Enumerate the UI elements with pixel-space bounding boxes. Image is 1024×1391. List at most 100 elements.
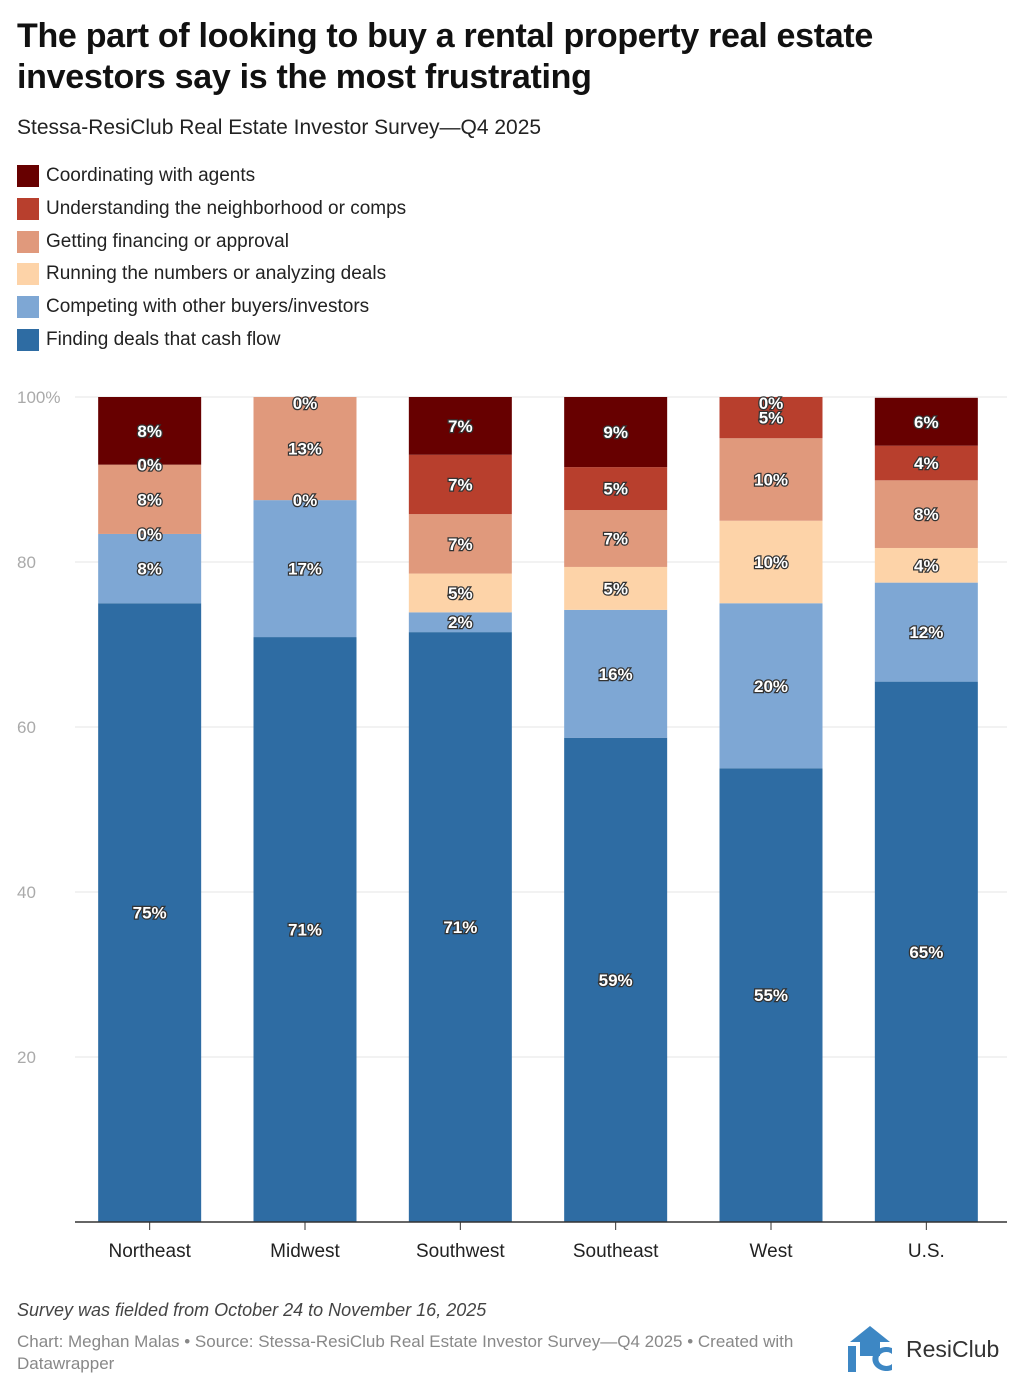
legend-label: Competing with other buyers/investors xyxy=(46,296,370,318)
data-label: 17% xyxy=(288,560,322,579)
bar-segment xyxy=(874,397,978,446)
bar-segment xyxy=(408,397,512,455)
data-label: 7% xyxy=(448,417,473,436)
legend-item: Coordinating with agents xyxy=(17,160,406,193)
data-label: 5% xyxy=(603,480,628,499)
legend-item: Finding deals that cash flow xyxy=(17,323,406,356)
legend-item: Competing with other buyers/investors xyxy=(17,291,406,324)
bar-segment xyxy=(874,681,978,1222)
data-label: 12% xyxy=(909,623,943,642)
legend-label: Getting financing or approval xyxy=(46,230,289,252)
chart-note: Survey was fielded from October 24 to No… xyxy=(17,1300,487,1320)
bar-segment xyxy=(719,397,823,439)
y-tick-label: 80 xyxy=(17,553,36,572)
data-label: 71% xyxy=(443,918,477,937)
data-label: 5% xyxy=(759,409,784,428)
data-label: 0% xyxy=(293,394,318,413)
chart-subtitle: Stessa-ResiClub Real Estate Investor Sur… xyxy=(17,116,542,139)
x-tick-label: U.S. xyxy=(908,1241,945,1262)
data-label: 7% xyxy=(448,535,473,554)
logo-text: ResiClub xyxy=(906,1335,1000,1362)
data-label: 13% xyxy=(288,440,322,459)
legend-swatch xyxy=(17,296,39,319)
data-label: 0% xyxy=(137,525,162,544)
bar-segment xyxy=(98,603,202,1222)
bar-segment xyxy=(564,609,668,738)
data-label: 8% xyxy=(137,560,162,579)
data-label: 8% xyxy=(137,490,162,509)
data-label: 75% xyxy=(133,904,167,923)
data-label: 55% xyxy=(754,986,788,1005)
bar-segment xyxy=(98,397,202,465)
data-label: 4% xyxy=(914,454,939,473)
legend-swatch xyxy=(17,263,39,286)
x-tick-label: Midwest xyxy=(270,1241,340,1262)
bar-segment xyxy=(253,397,357,501)
bar-segment xyxy=(564,397,668,468)
legend-label: Understanding the neighborhood or comps xyxy=(46,198,407,220)
data-label: 0% xyxy=(759,394,784,413)
data-label: 4% xyxy=(914,556,939,575)
bar-segment xyxy=(408,514,512,574)
legend-swatch xyxy=(17,328,39,351)
bar-segment xyxy=(98,464,202,534)
bar-segment xyxy=(719,438,823,521)
data-label: 10% xyxy=(754,471,788,490)
legend-item: Understanding the neighborhood or comps xyxy=(17,193,406,226)
y-tick-label: 20 xyxy=(17,1048,36,1067)
resiclub-logo-icon xyxy=(848,1326,892,1372)
bar-segment xyxy=(874,480,978,548)
resiclub-logo: ResiClub xyxy=(846,1326,999,1372)
bar-segment xyxy=(408,612,512,633)
data-label: 71% xyxy=(288,921,322,940)
x-tick-label: Northeast xyxy=(108,1241,191,1262)
bar-segment xyxy=(408,632,512,1222)
bar-segment xyxy=(408,573,512,613)
bar-segment xyxy=(564,737,668,1222)
y-tick-label: 100% xyxy=(17,388,60,407)
legend-item: Running the numbers or analyzing deals xyxy=(17,258,406,291)
y-tick-label: 40 xyxy=(17,883,36,902)
data-label: 9% xyxy=(603,423,628,442)
bar-segment xyxy=(564,566,668,610)
data-label: 5% xyxy=(603,579,628,598)
bar-segment xyxy=(874,547,978,583)
bar-segment xyxy=(874,582,978,682)
data-label: 7% xyxy=(448,475,473,494)
legend-swatch xyxy=(17,198,39,221)
x-tick-label: Southwest xyxy=(416,1241,505,1262)
y-tick-label: 60 xyxy=(17,718,36,737)
bar-segment xyxy=(719,603,823,769)
data-label: 5% xyxy=(448,584,473,603)
x-tick-label: Southeast xyxy=(573,1241,659,1262)
chart-source: Chart: Meghan Malas • Source: Stessa-Res… xyxy=(17,1332,794,1373)
data-label: 8% xyxy=(914,505,939,524)
bar-segment xyxy=(564,467,668,511)
data-label: 8% xyxy=(137,422,162,441)
legend-item: Getting financing or approval xyxy=(17,225,406,258)
legend-label: Finding deals that cash flow xyxy=(46,328,281,350)
data-label: 59% xyxy=(599,971,633,990)
bar-segment xyxy=(719,768,823,1222)
bar-segment xyxy=(564,510,668,567)
legend-swatch xyxy=(17,165,39,188)
legend-label: Coordinating with agents xyxy=(46,165,256,187)
data-label: 0% xyxy=(137,456,162,475)
bar-segment xyxy=(98,533,202,604)
chart-title: The part of looking to buy a rental prop… xyxy=(17,17,874,96)
bar-segment xyxy=(719,520,823,604)
bar-segment xyxy=(874,445,978,481)
data-label: 6% xyxy=(914,413,939,432)
legend: Coordinating with agents Understanding th… xyxy=(17,160,406,356)
data-label: 20% xyxy=(754,677,788,696)
legend-label: Running the numbers or analyzing deals xyxy=(46,263,387,285)
x-tick-label: West xyxy=(750,1241,794,1262)
data-label: 2% xyxy=(448,613,473,632)
data-label: 10% xyxy=(754,553,788,572)
legend-swatch xyxy=(17,230,39,253)
bar-segment xyxy=(253,637,357,1222)
data-label: 7% xyxy=(603,529,628,548)
data-label: 16% xyxy=(599,665,633,684)
bar-segment xyxy=(253,500,357,638)
